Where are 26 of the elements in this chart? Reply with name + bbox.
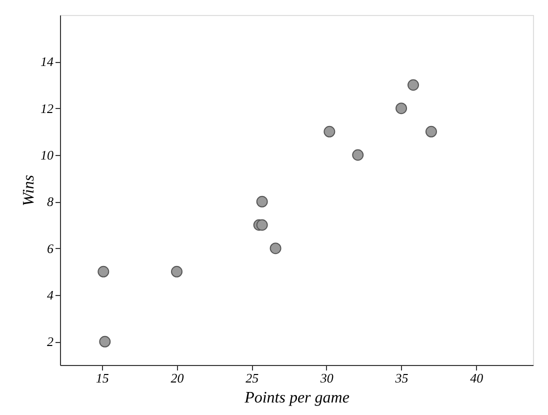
x-tick-label: 35 <box>394 370 409 386</box>
y-tick-label: 4 <box>47 288 54 302</box>
point <box>98 266 110 278</box>
point <box>270 242 282 254</box>
y-tick-label: 2 <box>47 334 54 350</box>
x-tick-label: 40 <box>470 370 484 386</box>
x-tick-label: 15 <box>96 370 110 386</box>
x-axis-title: Points per game <box>244 390 350 406</box>
x-tick-label: 30 <box>319 370 334 386</box>
point <box>171 266 182 278</box>
y-tick-label: 14 <box>40 54 54 70</box>
point <box>396 102 408 114</box>
y-tick-label: 12 <box>40 100 54 116</box>
y-tick-label: 8 <box>47 194 54 210</box>
y-axis-title: Wins <box>20 174 38 206</box>
point <box>99 336 111 348</box>
point <box>352 149 364 161</box>
point <box>425 126 437 138</box>
point <box>408 79 419 91</box>
y-tick-label: 6 <box>47 240 54 256</box>
point <box>256 196 268 208</box>
point <box>324 126 336 138</box>
y-tick-label: 10 <box>40 148 54 162</box>
x-tick-label: 25 <box>246 370 260 386</box>
point <box>256 219 268 231</box>
x-tick-label: 20 <box>170 370 184 386</box>
